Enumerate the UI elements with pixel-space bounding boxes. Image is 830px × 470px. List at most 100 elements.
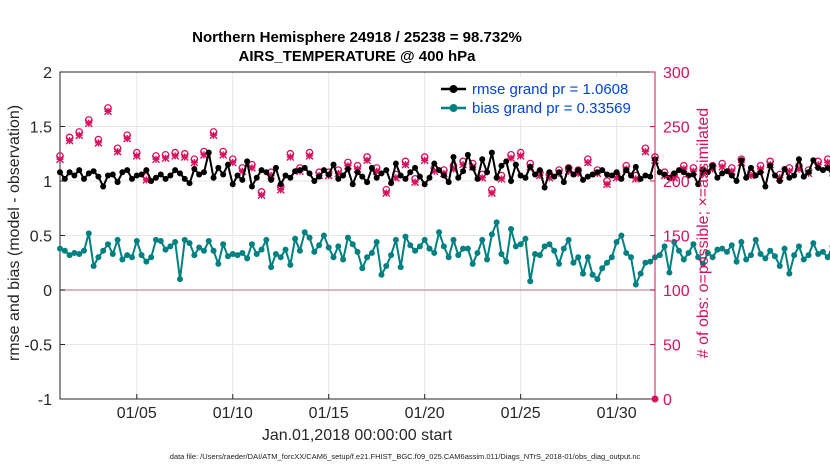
y-left-tick-label: 2 [43, 65, 52, 82]
rmse-point [248, 183, 255, 190]
obs-assimilated-point [459, 160, 468, 169]
bias-point [695, 254, 702, 261]
bias-point [781, 245, 788, 252]
rmse-point [263, 169, 270, 176]
obs-assimilated-point [689, 167, 698, 176]
bias-point [604, 259, 611, 266]
bias-point [196, 244, 203, 251]
rmse-point [690, 171, 697, 178]
rmse-point [344, 166, 351, 173]
rmse-point [186, 180, 193, 187]
rmse-point [388, 180, 395, 187]
bias-point [80, 247, 87, 254]
bias-point [215, 260, 222, 267]
rmse-point [757, 169, 764, 176]
rmse-point [594, 169, 601, 176]
rmse-point [460, 168, 467, 175]
obs-assimilated-point [267, 171, 276, 180]
rmse-point [791, 172, 798, 179]
rmse-point [522, 174, 529, 181]
rmse-point [133, 172, 140, 179]
bias-point [666, 269, 673, 276]
bias-point [776, 263, 783, 270]
bias-point [532, 251, 539, 258]
rmse-point [479, 156, 486, 163]
rmse-point [541, 184, 548, 191]
rmse-point [364, 179, 371, 186]
bias-point [786, 270, 793, 277]
rmse-point [493, 174, 500, 181]
obs-assimilated-point [449, 165, 458, 174]
x-axis-ticks: 01/05 01/10 01/15 01/20 01/25 01/30 [117, 394, 637, 422]
bias-point [771, 253, 778, 260]
bias-point [167, 243, 174, 250]
y-right-axis-label: # of obs: o=possible; ×=assimilated [695, 108, 712, 358]
rmse-point [656, 169, 663, 176]
rmse-point [402, 175, 409, 182]
rmse-point [349, 181, 356, 188]
rmse-point [200, 169, 207, 176]
rmse-point [268, 176, 275, 183]
bias-point [795, 243, 802, 250]
bias-point [138, 252, 145, 259]
rmse-point [474, 175, 481, 182]
rmse-point [781, 166, 788, 173]
bias-point [282, 246, 289, 253]
rmse-point [819, 167, 826, 174]
rmse-point [455, 174, 462, 181]
bias-point [320, 232, 327, 239]
bias-point [287, 261, 294, 268]
obs-assimilated-point [94, 138, 103, 147]
bias-point [301, 229, 308, 236]
bias-point [258, 246, 265, 253]
bias-point [747, 252, 754, 259]
bias-point [469, 260, 476, 267]
rmse-point [637, 175, 644, 182]
bias-point [109, 251, 116, 258]
bias-point [699, 260, 706, 267]
rmse-point [728, 172, 735, 179]
bias-point [488, 231, 495, 238]
bias-point [239, 249, 246, 256]
rmse-point [104, 172, 111, 179]
x-tick-label: 01/05 [117, 405, 157, 422]
bias-point [104, 241, 111, 248]
rmse-point [815, 164, 822, 171]
bias-point [656, 252, 663, 259]
bias-point [354, 248, 361, 255]
obs-assimilated-point [430, 167, 439, 176]
bias-point [723, 248, 730, 255]
bias-point [244, 255, 251, 262]
obs-assimilated-point [516, 151, 525, 160]
obs-assimilated-point [487, 188, 496, 197]
bias-point [373, 239, 380, 246]
rmse-point [733, 178, 740, 184]
rmse-point [685, 172, 692, 179]
bias-point [690, 241, 697, 248]
rmse-point [330, 161, 337, 168]
obs-assimilated-point [718, 162, 727, 171]
obs-assimilated-point [171, 151, 180, 160]
obs-assimilated-point [603, 180, 612, 189]
rmse-point [152, 174, 159, 181]
bias-point [800, 256, 807, 263]
bias-point [162, 246, 169, 253]
legend: rmse grand pr = 1.0608 bias grand pr = 0… [437, 77, 654, 119]
bias-point [340, 256, 347, 263]
rmse-point [719, 170, 726, 177]
rmse-point [397, 172, 404, 179]
bias-point [407, 242, 414, 249]
bias-point [200, 247, 207, 254]
bias-point [330, 254, 337, 261]
bias-point [119, 256, 126, 263]
obs-assimilated-point [199, 150, 208, 159]
rmse-point [224, 161, 231, 168]
rmse-point [613, 169, 620, 176]
rmse-point [445, 179, 452, 186]
rmse-point [584, 173, 591, 180]
bias-point [512, 243, 519, 250]
obs-assimilated-point [123, 134, 132, 143]
bias-point [388, 252, 395, 259]
bias-point [431, 249, 438, 256]
